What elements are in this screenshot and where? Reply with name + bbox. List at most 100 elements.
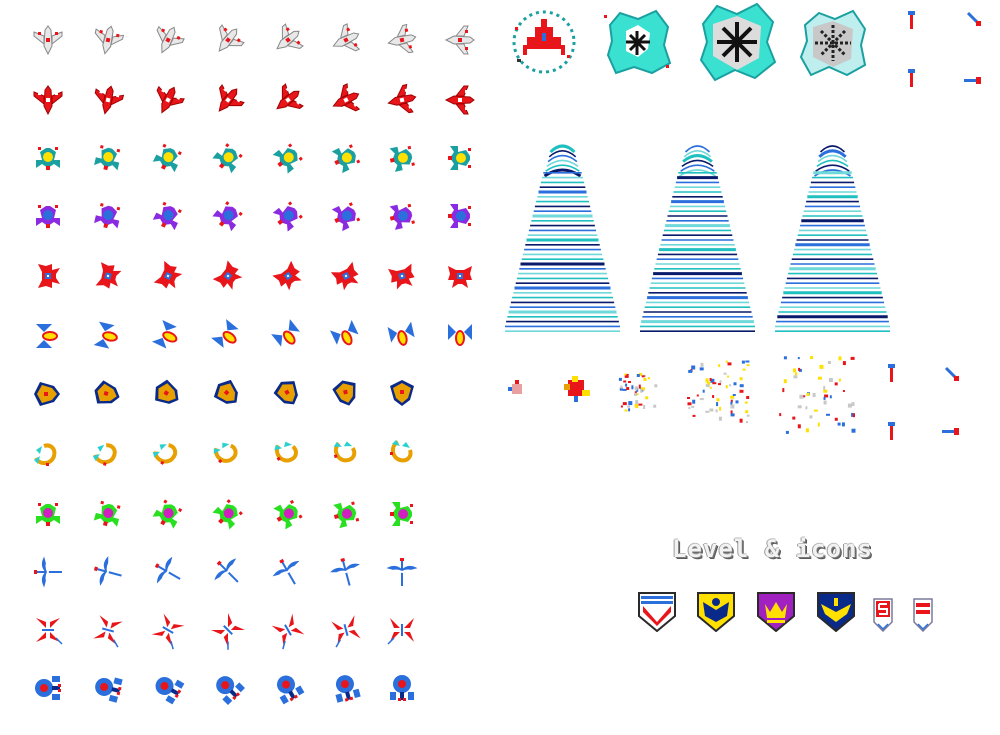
blue-boss-sprite-frame-1 xyxy=(26,666,70,710)
purple-bee-sprite-frame-5 xyxy=(266,194,310,238)
player-ship-capture-sprite xyxy=(505,5,583,79)
red-mosquito-sprite-frame-7 xyxy=(380,608,424,652)
cyan-scorpion-sprite-frame-7 xyxy=(380,432,424,476)
red-crab-sprite-frame-8 xyxy=(438,254,482,298)
blue-boss-sprite-frame-6 xyxy=(324,666,368,710)
blue-wasp-sprite-frame-4 xyxy=(206,314,250,358)
red-mosquito-sprite-frame-4 xyxy=(206,608,250,652)
green-beetle-sprite-frame-7 xyxy=(380,492,424,536)
blue-boss-sprite-frame-4 xyxy=(206,666,250,710)
blue-wasp-sprite-frame-1 xyxy=(26,314,70,358)
effects-panel xyxy=(500,0,1000,735)
blue-boss-sprite-frame-3 xyxy=(146,666,190,710)
red-crab-sprite-frame-7 xyxy=(380,254,424,298)
tractor-beam-frame-2 xyxy=(640,140,755,340)
eagle-icon xyxy=(697,592,735,636)
cyan-scorpion-sprite-frame-1 xyxy=(26,432,70,476)
tractor-beam-frame-3 xyxy=(775,140,890,340)
green-beetle-sprite-frame-4 xyxy=(206,492,250,536)
level-icons-label: Level & icons xyxy=(672,535,873,563)
orange-moth-sprite-frame-6 xyxy=(324,372,368,416)
blue-wasp-sprite-frame-2 xyxy=(86,314,130,358)
white-fighter-sprite-frame-7 xyxy=(380,18,424,62)
blue-wasp-sprite-frame-3 xyxy=(146,314,190,358)
blue-wasp-sprite-frame-6 xyxy=(324,314,368,358)
red-mosquito-sprite-frame-5 xyxy=(266,608,310,652)
white-fighter-sprite-frame-4 xyxy=(206,18,250,62)
purple-bee-sprite-frame-3 xyxy=(146,194,190,238)
orange-moth-sprite-frame-5 xyxy=(266,372,310,416)
cyan-scorpion-sprite-frame-3 xyxy=(146,432,190,476)
white-fighter-sprite-frame-5 xyxy=(266,18,310,62)
bird-icon xyxy=(817,592,855,636)
teal-bee-sprite-frame-4 xyxy=(206,136,250,180)
blue-dragonfly-sprite-frame-1 xyxy=(26,550,70,594)
teal-bee-sprite-frame-2 xyxy=(86,136,130,180)
red-fighter-sprite-frame-4 xyxy=(206,78,250,122)
blue-dragonfly-sprite-frame-3 xyxy=(146,550,190,594)
blue-dragonfly-sprite-frame-6 xyxy=(324,550,368,594)
green-beetle-sprite-frame-3 xyxy=(146,492,190,536)
green-beetle-sprite-frame-5 xyxy=(266,492,310,536)
teal-bee-sprite-frame-8 xyxy=(438,136,482,180)
red-crab-sprite-frame-2 xyxy=(86,254,130,298)
red-mosquito-sprite-frame-3 xyxy=(146,608,190,652)
red-fighter-sprite-frame-7 xyxy=(380,78,424,122)
blue-dragonfly-sprite-frame-2 xyxy=(86,550,130,594)
red-chevron-icon xyxy=(638,592,676,636)
orange-moth-sprite-frame-7 xyxy=(380,372,424,416)
explosion-frame-1 xyxy=(600,5,675,80)
teal-bee-sprite-frame-6 xyxy=(324,136,368,180)
blue-boss-sprite-frame-5 xyxy=(266,666,310,710)
blue-boss-sprite-frame-7 xyxy=(380,666,424,710)
blue-wasp-sprite-frame-8 xyxy=(438,314,482,358)
blue-wasp-sprite-frame-5 xyxy=(266,314,310,358)
red-fighter-sprite-frame-2 xyxy=(86,78,130,122)
teal-bee-sprite-frame-3 xyxy=(146,136,190,180)
bullet-sprites-top xyxy=(900,5,990,95)
red-fighter-sprite-frame-5 xyxy=(266,78,310,122)
cyan-scorpion-sprite-frame-2 xyxy=(86,432,130,476)
red-mosquito-sprite-frame-6 xyxy=(324,608,368,652)
red-crab-sprite-frame-4 xyxy=(206,254,250,298)
white-fighter-sprite-frame-2 xyxy=(86,18,130,62)
cyan-scorpion-sprite-frame-4 xyxy=(206,432,250,476)
red-crab-sprite-frame-1 xyxy=(26,254,70,298)
red-crab-sprite-frame-3 xyxy=(146,254,190,298)
enemy-sprite-grid xyxy=(26,18,482,710)
red-fighter-sprite-frame-3 xyxy=(146,78,190,122)
cyan-scorpion-sprite-frame-5 xyxy=(266,432,310,476)
purple-bee-sprite-frame-4 xyxy=(206,194,250,238)
five-icon xyxy=(873,598,893,636)
green-beetle-sprite-frame-6 xyxy=(324,492,368,536)
blue-dragonfly-sprite-frame-7 xyxy=(380,550,424,594)
teal-bee-sprite-frame-1 xyxy=(26,136,70,180)
red-fighter-sprite-frame-8 xyxy=(438,78,482,122)
green-beetle-sprite-frame-2 xyxy=(86,492,130,536)
teal-bee-sprite-frame-7 xyxy=(380,136,424,180)
red-mosquito-sprite-frame-1 xyxy=(26,608,70,652)
blue-boss-sprite-frame-2 xyxy=(86,666,130,710)
bullet-sprites-bottom xyxy=(880,360,970,450)
orange-moth-sprite-frame-3 xyxy=(146,372,190,416)
blue-wasp-sprite-frame-7 xyxy=(380,314,424,358)
orange-moth-sprite-frame-1 xyxy=(26,372,70,416)
blue-dragonfly-sprite-frame-4 xyxy=(206,550,250,594)
red-fighter-sprite-frame-1 xyxy=(26,78,70,122)
red-mosquito-sprite-frame-2 xyxy=(86,608,130,652)
white-fighter-sprite-frame-6 xyxy=(324,18,368,62)
blue-dragonfly-sprite-frame-5 xyxy=(266,550,310,594)
red-crab-sprite-frame-5 xyxy=(266,254,310,298)
white-fighter-sprite-frame-8 xyxy=(438,18,482,62)
green-beetle-sprite-frame-1 xyxy=(26,492,70,536)
tractor-beam-frame-1 xyxy=(505,140,620,340)
crown-icon xyxy=(757,592,795,636)
red-crab-sprite-frame-6 xyxy=(324,254,368,298)
white-fighter-sprite-frame-3 xyxy=(146,18,190,62)
teal-bee-sprite-frame-5 xyxy=(266,136,310,180)
purple-bee-sprite-frame-8 xyxy=(438,194,482,238)
orange-moth-sprite-frame-2 xyxy=(86,372,130,416)
purple-bee-sprite-frame-1 xyxy=(26,194,70,238)
white-fighter-sprite-frame-1 xyxy=(26,18,70,62)
orange-moth-sprite-frame-4 xyxy=(206,372,250,416)
